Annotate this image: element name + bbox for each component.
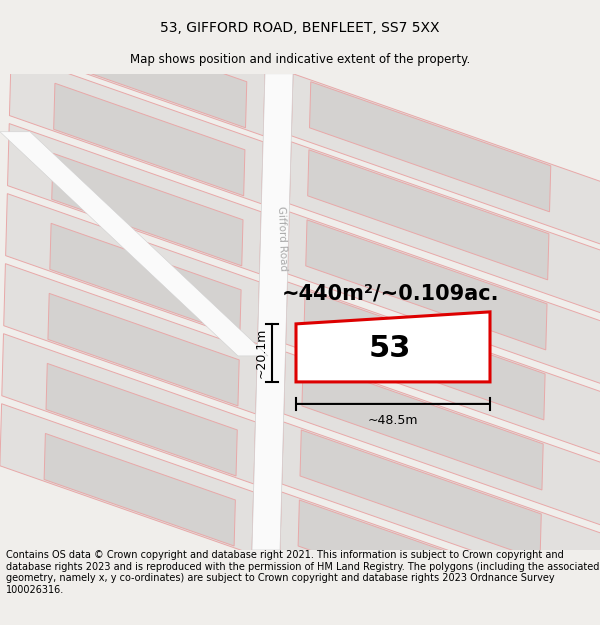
Polygon shape: [296, 312, 490, 382]
Polygon shape: [53, 83, 245, 196]
Polygon shape: [286, 282, 600, 456]
Polygon shape: [44, 434, 235, 546]
Polygon shape: [4, 264, 257, 414]
Text: Map shows position and indicative extent of the property.: Map shows position and indicative extent…: [130, 53, 470, 66]
Polygon shape: [289, 142, 600, 316]
Polygon shape: [282, 422, 600, 596]
Polygon shape: [2, 334, 256, 484]
Polygon shape: [8, 124, 261, 274]
Polygon shape: [284, 352, 600, 526]
Text: 53, GIFFORD ROAD, BENFLEET, SS7 5XX: 53, GIFFORD ROAD, BENFLEET, SS7 5XX: [160, 21, 440, 34]
Polygon shape: [310, 82, 551, 212]
Polygon shape: [5, 194, 259, 344]
Polygon shape: [280, 492, 600, 625]
Polygon shape: [252, 74, 293, 550]
Text: 53: 53: [369, 334, 411, 363]
Text: ~48.5m: ~48.5m: [368, 414, 418, 427]
Polygon shape: [56, 15, 247, 128]
Polygon shape: [306, 220, 547, 350]
Polygon shape: [46, 363, 237, 476]
Polygon shape: [0, 132, 268, 356]
Text: ~440m²/~0.109ac.: ~440m²/~0.109ac.: [281, 284, 499, 304]
Text: ~20.1m: ~20.1m: [255, 328, 268, 378]
Polygon shape: [10, 54, 263, 204]
Text: Contains OS data © Crown copyright and database right 2021. This information is : Contains OS data © Crown copyright and d…: [6, 550, 599, 595]
Polygon shape: [50, 223, 241, 336]
Polygon shape: [0, 404, 254, 554]
Text: Gifford Road: Gifford Road: [276, 206, 288, 271]
Polygon shape: [292, 74, 600, 248]
Polygon shape: [308, 150, 549, 280]
Polygon shape: [52, 153, 243, 266]
Polygon shape: [11, 0, 265, 136]
Polygon shape: [298, 500, 539, 625]
Polygon shape: [304, 290, 545, 420]
Polygon shape: [287, 212, 600, 386]
Polygon shape: [48, 293, 239, 406]
Polygon shape: [302, 360, 543, 490]
Polygon shape: [300, 430, 541, 560]
